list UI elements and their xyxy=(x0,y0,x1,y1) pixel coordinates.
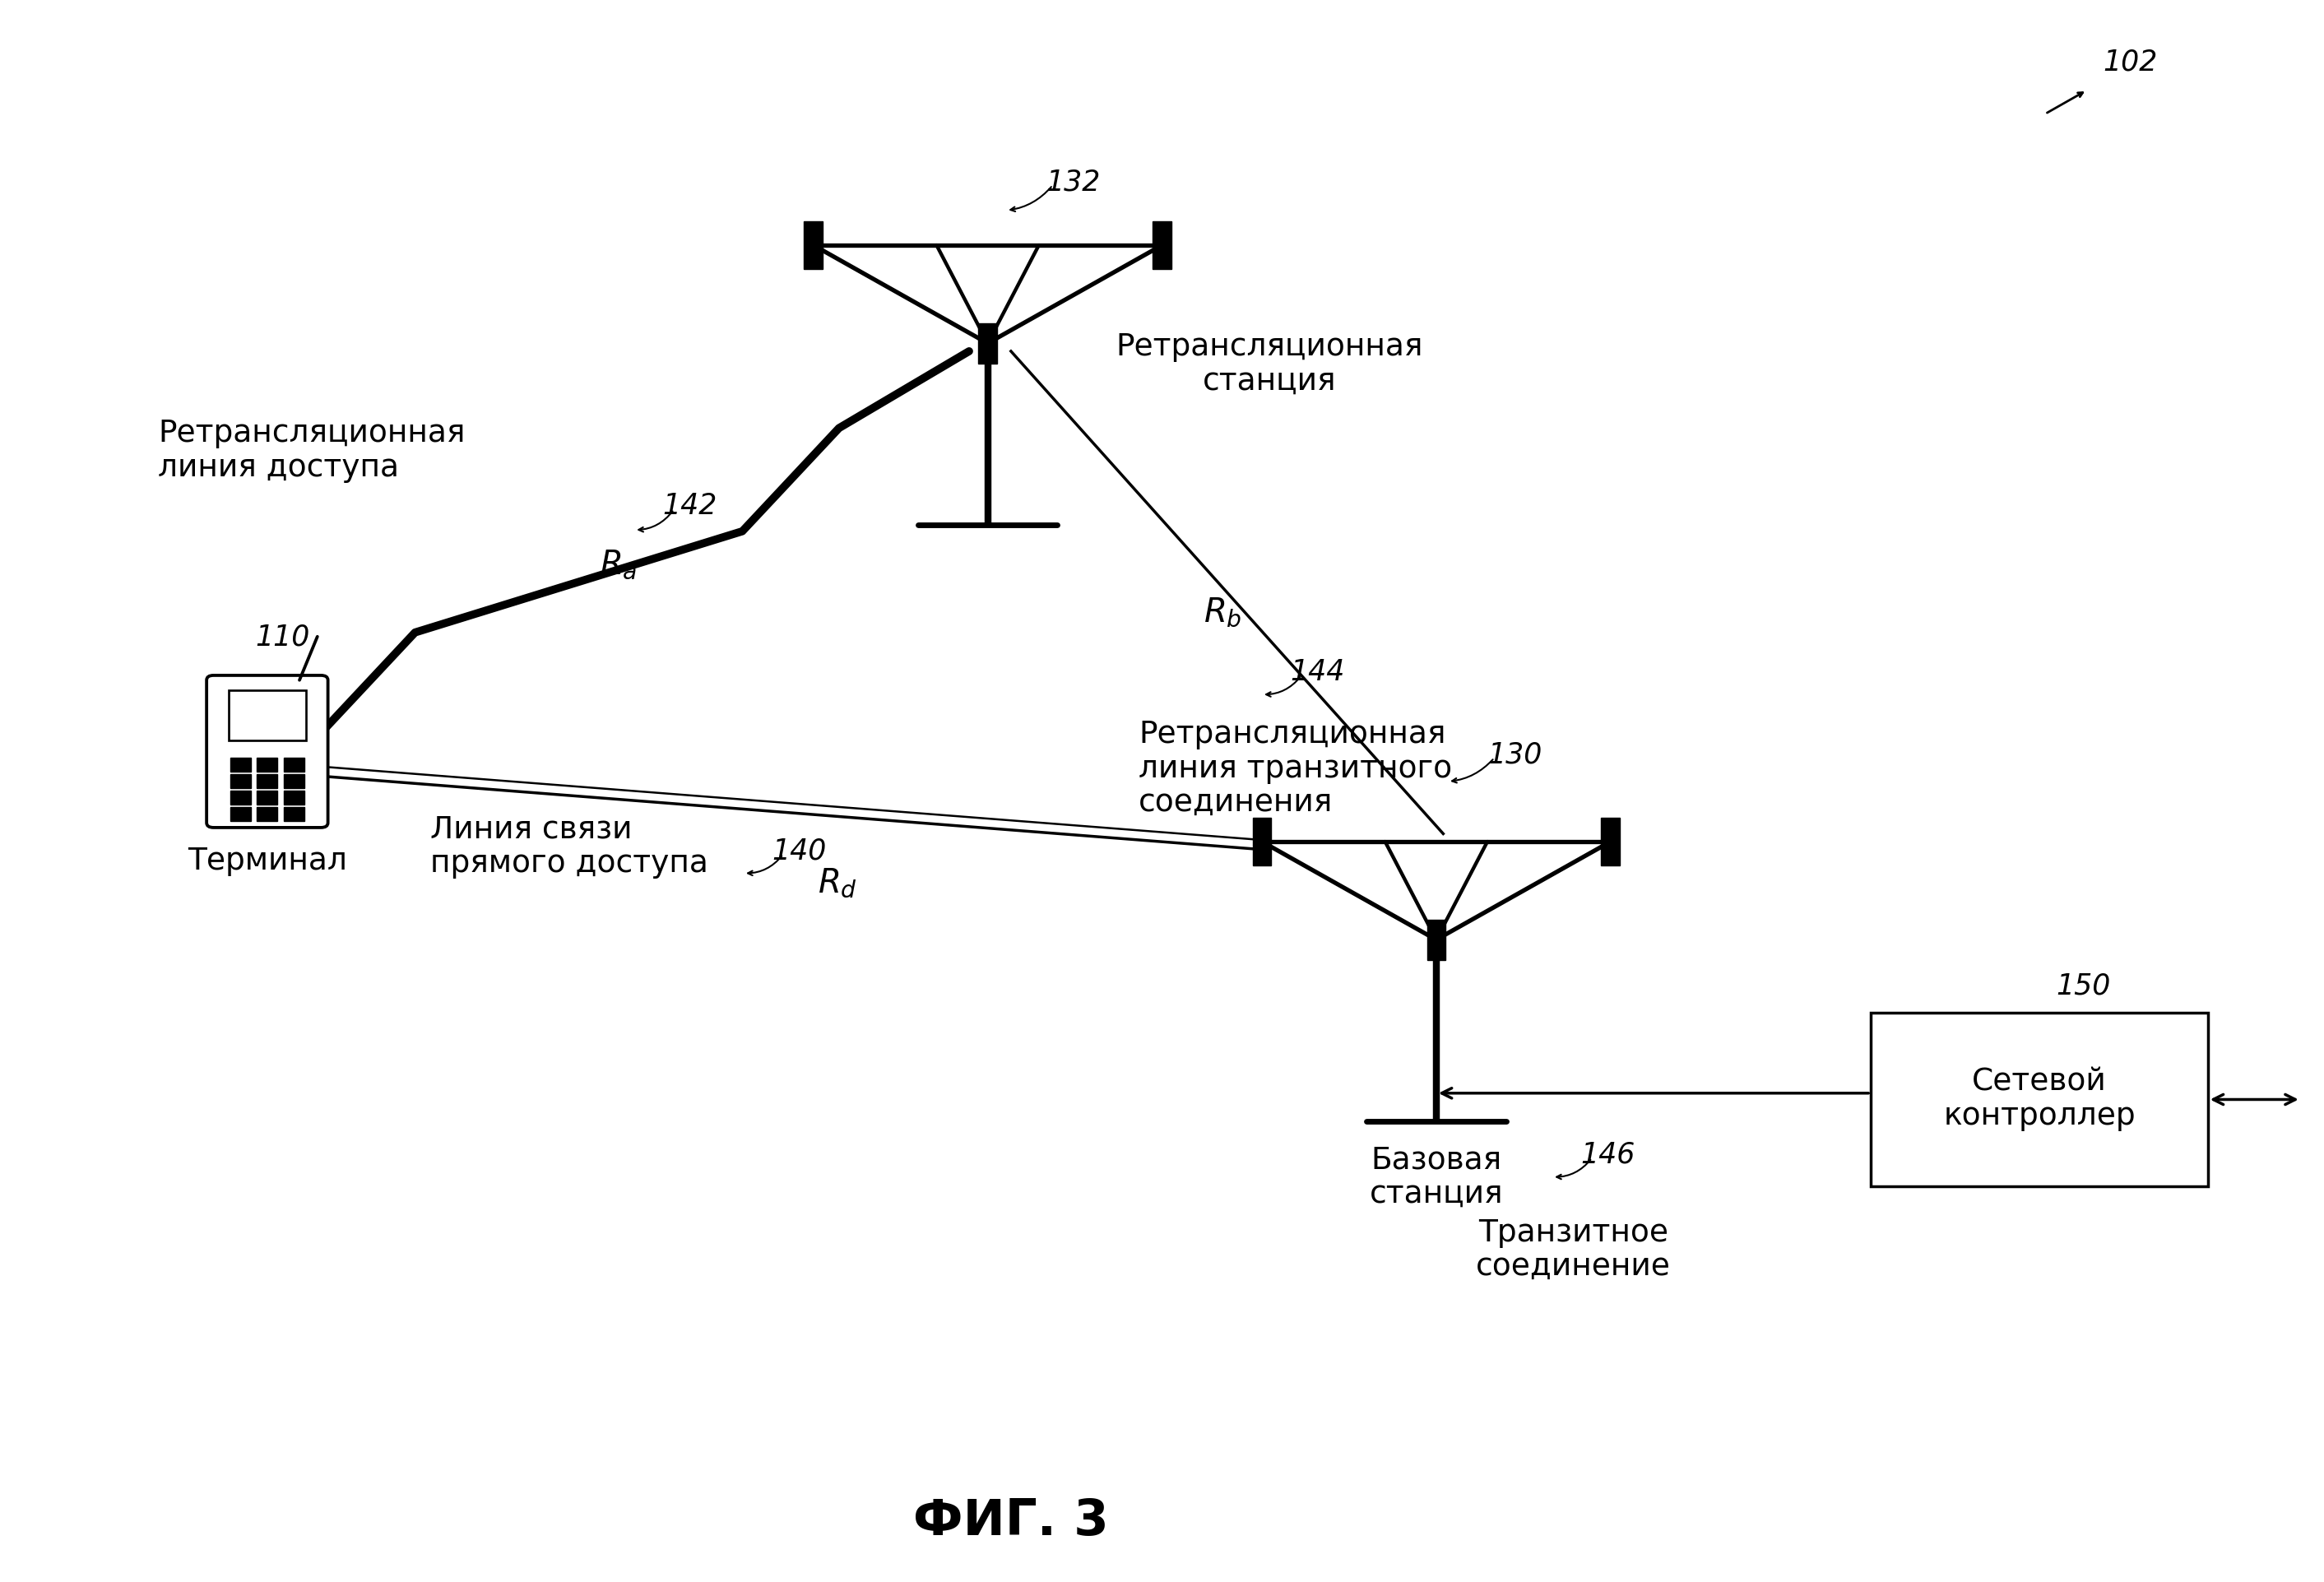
Bar xyxy=(230,774,251,788)
Text: $R_a$: $R_a$ xyxy=(600,549,637,581)
Text: 150: 150 xyxy=(2057,973,2110,1000)
Bar xyxy=(1153,221,1171,269)
Text: Базовая
станция: Базовая станция xyxy=(1369,1145,1504,1209)
Text: Ретрансляционная
станция: Ретрансляционная станция xyxy=(1116,332,1422,396)
Text: Линия связи
прямого доступа: Линия связи прямого доступа xyxy=(430,815,709,878)
Text: 140: 140 xyxy=(772,837,825,865)
Bar xyxy=(258,791,277,804)
Bar xyxy=(284,774,304,788)
Bar xyxy=(1601,818,1620,865)
Text: 132: 132 xyxy=(1046,168,1099,196)
Bar xyxy=(804,221,823,269)
Bar xyxy=(284,791,304,804)
Text: Транзитное
соединение: Транзитное соединение xyxy=(1476,1218,1671,1281)
Bar xyxy=(1871,1012,2208,1186)
Bar xyxy=(258,758,277,772)
FancyBboxPatch shape xyxy=(207,676,328,827)
Bar xyxy=(284,807,304,821)
Text: 146: 146 xyxy=(1580,1141,1634,1169)
Text: Сетевой
контроллер: Сетевой контроллер xyxy=(1943,1068,2136,1131)
Bar xyxy=(228,690,307,740)
Bar xyxy=(1427,919,1446,960)
Text: Терминал: Терминал xyxy=(188,846,346,876)
Text: $R_b$: $R_b$ xyxy=(1204,596,1241,628)
Bar xyxy=(230,758,251,772)
Text: 144: 144 xyxy=(1290,658,1343,687)
Text: ФИГ. 3: ФИГ. 3 xyxy=(913,1498,1109,1546)
Bar xyxy=(230,807,251,821)
Text: 142: 142 xyxy=(662,492,716,520)
Text: Ретрансляционная
линия транзитного
соединения: Ретрансляционная линия транзитного соеди… xyxy=(1139,720,1452,818)
Text: 110: 110 xyxy=(256,623,309,652)
Bar xyxy=(258,774,277,788)
Text: $R_d$: $R_d$ xyxy=(818,867,858,899)
Bar xyxy=(978,323,997,364)
Text: 130: 130 xyxy=(1487,740,1541,769)
Bar xyxy=(284,758,304,772)
Bar xyxy=(1253,818,1271,865)
Text: 102: 102 xyxy=(2103,47,2157,76)
Bar xyxy=(258,807,277,821)
Text: Ретрансляционная
линия доступа: Ретрансляционная линия доступа xyxy=(158,419,465,483)
Bar xyxy=(230,791,251,804)
